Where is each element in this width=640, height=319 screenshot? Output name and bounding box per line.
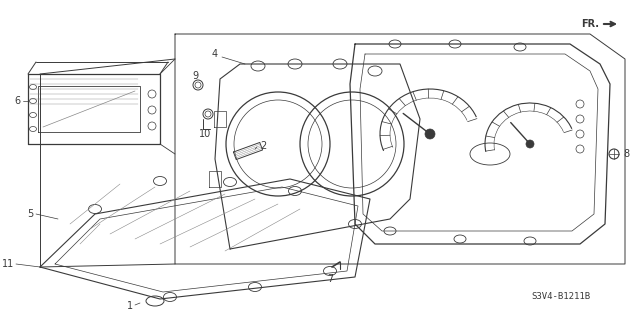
Text: 8: 8	[623, 149, 629, 159]
Text: 5: 5	[27, 209, 33, 219]
Text: 10: 10	[199, 129, 211, 139]
Text: 2: 2	[260, 141, 266, 151]
Text: 4: 4	[212, 49, 218, 59]
Circle shape	[425, 129, 435, 139]
Text: 11: 11	[2, 259, 14, 269]
Text: 7: 7	[327, 274, 333, 284]
Circle shape	[526, 140, 534, 148]
Text: S3V4-B1211B: S3V4-B1211B	[531, 292, 590, 301]
Text: 9: 9	[192, 71, 198, 81]
Text: 6: 6	[14, 96, 20, 106]
Text: 1: 1	[127, 301, 133, 311]
Text: FR.: FR.	[581, 19, 599, 29]
